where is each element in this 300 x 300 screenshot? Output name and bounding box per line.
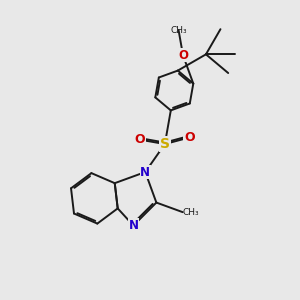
- Text: S: S: [160, 137, 170, 151]
- Text: N: N: [128, 219, 138, 232]
- Text: O: O: [178, 49, 188, 62]
- Text: O: O: [135, 133, 145, 146]
- Text: CH₃: CH₃: [170, 26, 187, 34]
- Text: O: O: [184, 131, 195, 144]
- Text: CH₃: CH₃: [183, 208, 199, 217]
- Text: N: N: [140, 166, 150, 178]
